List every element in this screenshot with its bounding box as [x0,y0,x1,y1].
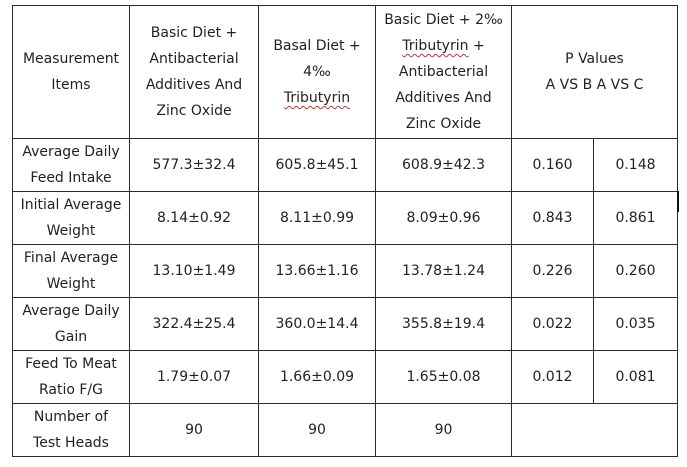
row-label-cell[interactable]: Number of Test Heads [12,403,130,457]
value-cell-c[interactable]: 1.65±0.08 [375,350,512,404]
value-cell-c[interactable]: 608.9±42.3 [375,138,512,192]
header-text: A VS B A VS C [545,77,644,93]
header-text: Additives And [145,77,243,93]
p-value-ac-cell[interactable]: 0.861 [593,191,678,245]
p-value-ac-cell[interactable]: 0.148 [593,138,678,192]
header-text: Basal Diet + [273,38,361,54]
header-p-values[interactable]: P Values A VS B A VS C [511,5,678,139]
results-table: Measurement Items Basic Diet + Antibacte… [12,5,678,457]
row-label: Ratio F/G [38,382,103,398]
header-text: Basic Diet + [150,25,238,41]
table-row: Final Average Weight 13.10±1.49 13.66±1.… [12,244,678,298]
header-text: Antibacterial [149,51,239,67]
row-label: Weight [46,223,96,239]
row-label: Final Average [23,250,119,266]
row-label: Feed Intake [30,170,112,186]
value-cell-c[interactable]: 13.78±1.24 [375,244,512,298]
value-cell-b[interactable]: 1.66±0.09 [258,350,376,404]
row-label-cell[interactable]: Feed To Meat Ratio F/G [12,350,130,404]
row-label-cell[interactable]: Final Average Weight [12,244,130,298]
header-measurement-items[interactable]: Measurement Items [12,5,130,139]
header-text: Zinc Oxide [156,103,232,119]
p-value-ab-cell[interactable]: 0.160 [511,138,594,192]
row-label: Average Daily [22,303,120,319]
value-cell-b[interactable]: 13.66±1.16 [258,244,376,298]
row-label: Test Heads [33,435,109,451]
spellcheck-word: Tributyrin [402,38,469,54]
value-cell-a[interactable]: 322.4±25.4 [129,297,259,351]
header-group-b[interactable]: Basal Diet + 4‰ Tributyrin [258,5,376,139]
header-group-a[interactable]: Basic Diet + Antibacterial Additives And… [129,5,259,139]
p-value-ac-cell[interactable]: 0.081 [593,350,678,404]
table-row: Average Daily Gain 322.4±25.4 360.0±14.4… [12,297,678,351]
table-row: Average Daily Feed Intake 577.3±32.4 605… [12,138,678,192]
value-cell-b[interactable]: 90 [258,403,376,457]
header-group-c[interactable]: Basic Diet + 2‰ Tributyrin + Antibacteri… [375,5,512,139]
header-text: Items [51,77,91,93]
row-label-cell[interactable]: Initial Average Weight [12,191,130,245]
value-cell-a[interactable]: 13.10±1.49 [129,244,259,298]
header-row: Measurement Items Basic Diet + Antibacte… [12,5,678,139]
row-label: Initial Average [20,197,122,213]
p-value-ab-cell[interactable]: 0.022 [511,297,594,351]
value-cell-b[interactable]: 605.8±45.1 [258,138,376,192]
row-label-cell[interactable]: Average Daily Feed Intake [12,138,130,192]
value-cell-a[interactable]: 1.79±0.07 [129,350,259,404]
value-cell-b[interactable]: 360.0±14.4 [258,297,376,351]
value-cell-a[interactable]: 90 [129,403,259,457]
table-row: Number of Test Heads 90 90 90 [12,403,678,457]
p-value-ab-cell[interactable]: 0.843 [511,191,594,245]
header-text: P Values [565,51,624,67]
value-cell-a[interactable]: 577.3±32.4 [129,138,259,192]
value-cell-a[interactable]: 8.14±0.92 [129,191,259,245]
header-text: + [468,38,485,54]
value-cell-c[interactable]: 90 [375,403,512,457]
spellcheck-word: Tributyrin [283,90,351,106]
row-label: Weight [46,276,96,292]
value-cell-c[interactable]: 8.09±0.96 [375,191,512,245]
p-value-empty-cell[interactable] [511,403,678,457]
table-row: Feed To Meat Ratio F/G 1.79±0.07 1.66±0.… [12,350,678,404]
header-text: Antibacterial [398,64,489,80]
table-row: Initial Average Weight 8.14±0.92 8.11±0.… [12,191,678,245]
p-value-ac-cell[interactable]: 0.260 [593,244,678,298]
row-label: Average Daily [22,144,120,160]
row-label-cell[interactable]: Average Daily Gain [12,297,130,351]
header-text: Measurement [22,51,120,67]
row-label: Feed To Meat [25,356,117,372]
p-value-ac-cell[interactable]: 0.035 [593,297,678,351]
row-label: Number of [33,409,109,425]
header-text: Zinc Oxide [405,116,482,132]
value-cell-c[interactable]: 355.8±19.4 [375,297,512,351]
header-text: Additives And [395,90,492,106]
header-text: Basic Diet + 2‰ [384,12,503,28]
header-text: 4‰ [303,64,331,80]
row-label: Gain [54,329,88,345]
p-value-ab-cell[interactable]: 0.226 [511,244,594,298]
value-cell-b[interactable]: 8.11±0.99 [258,191,376,245]
p-value-ab-cell[interactable]: 0.012 [511,350,594,404]
text-cursor [677,191,679,212]
